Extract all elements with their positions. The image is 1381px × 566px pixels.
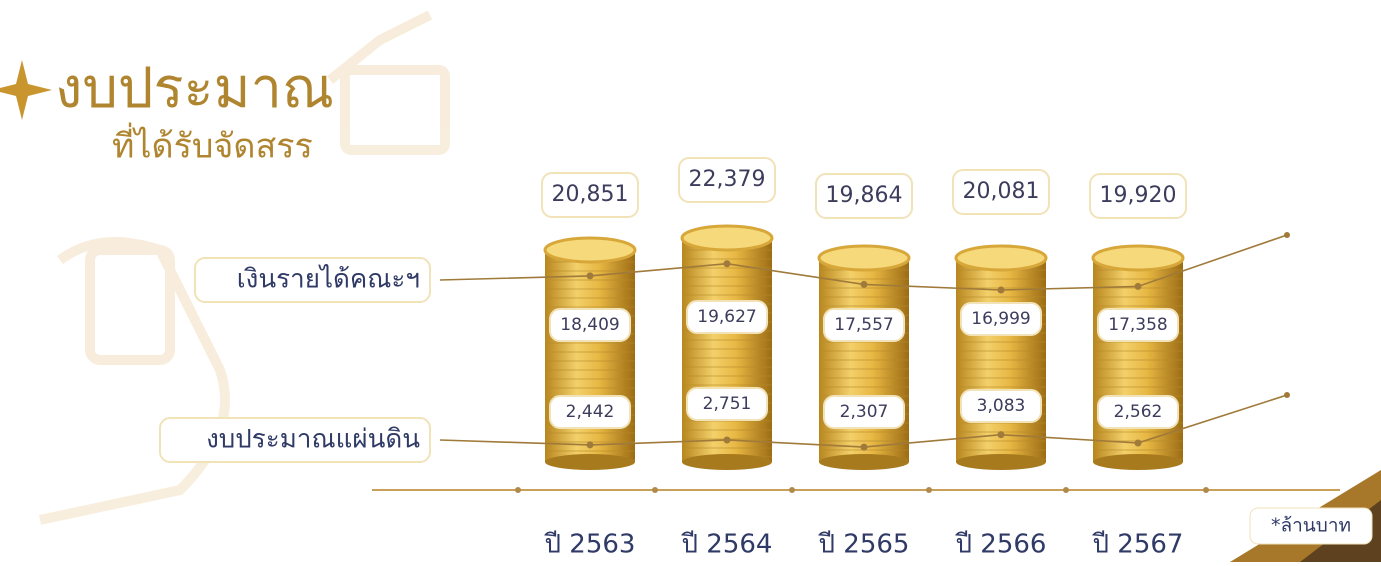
value-label-box bbox=[960, 389, 1042, 423]
value-label: 19,627 bbox=[697, 307, 756, 327]
legend-label: เงินรายได้คณะฯ bbox=[237, 264, 420, 295]
x-tick-label: ปี 2567 bbox=[1091, 530, 1183, 560]
x-tick-label: ปี 2565 bbox=[817, 530, 909, 560]
value-label-box bbox=[823, 308, 905, 342]
timeline-tick bbox=[789, 487, 795, 493]
value-label: 17,557 bbox=[834, 315, 893, 335]
point bbox=[997, 286, 1005, 294]
value-label-box bbox=[549, 395, 631, 429]
point bbox=[1134, 282, 1142, 290]
series-arrow bbox=[1137, 234, 1288, 288]
timeline-tick bbox=[1063, 487, 1069, 493]
total-label-box bbox=[952, 169, 1050, 215]
coin-top bbox=[817, 244, 911, 272]
x-tick-label: ปี 2564 bbox=[680, 530, 772, 560]
coin-bottom bbox=[956, 454, 1046, 470]
total-label: 22,379 bbox=[689, 167, 766, 192]
coin-bottom bbox=[819, 454, 909, 470]
point bbox=[723, 436, 731, 444]
timeline-tick bbox=[926, 487, 932, 493]
total-label-box bbox=[1089, 173, 1187, 219]
value-label-box bbox=[686, 300, 768, 334]
value-label: 18,409 bbox=[560, 315, 619, 335]
coin-top bbox=[954, 244, 1048, 272]
point bbox=[1134, 439, 1142, 447]
note-box bbox=[1249, 507, 1373, 545]
legend-label: งบประมาณแผ่นดิน bbox=[206, 425, 420, 455]
timeline-tick bbox=[652, 487, 658, 493]
value-label-box bbox=[1097, 308, 1179, 342]
note: *ล้านบาท bbox=[1271, 515, 1351, 537]
total-label-box bbox=[815, 173, 913, 219]
coin-top bbox=[543, 236, 637, 264]
total-label: 20,851 bbox=[552, 182, 629, 207]
total-label: 19,920 bbox=[1100, 183, 1177, 208]
series-line bbox=[439, 262, 1139, 291]
value-label: 2,751 bbox=[703, 394, 752, 414]
total-label-box bbox=[541, 172, 639, 218]
value-label: 2,307 bbox=[840, 402, 889, 422]
series-line bbox=[439, 433, 1139, 448]
arrow-head bbox=[1284, 392, 1290, 398]
title: งบประมาณ bbox=[55, 56, 334, 121]
total-label: 19,864 bbox=[826, 183, 903, 208]
coin-top bbox=[680, 224, 774, 252]
coin-bottom bbox=[1093, 454, 1183, 470]
value-label-box bbox=[960, 302, 1042, 336]
value-label-box bbox=[686, 387, 768, 421]
value-label-box bbox=[549, 308, 631, 342]
sparkle bbox=[0, 60, 52, 120]
total-label: 20,081 bbox=[963, 179, 1040, 204]
point bbox=[997, 431, 1005, 439]
point bbox=[860, 443, 868, 451]
timeline-tick bbox=[1203, 487, 1209, 493]
arrow-head bbox=[1284, 232, 1290, 238]
total-label-box bbox=[678, 157, 776, 203]
legend-box bbox=[194, 257, 431, 303]
x-tick-label: ปี 2563 bbox=[543, 530, 635, 560]
timeline-tick bbox=[515, 487, 521, 493]
coin-bottom bbox=[545, 454, 635, 470]
coin-top bbox=[1091, 244, 1185, 272]
point bbox=[860, 280, 868, 288]
legend-box bbox=[159, 417, 431, 463]
x-tick-label: ปี 2566 bbox=[954, 530, 1046, 560]
coin-stack bbox=[545, 250, 635, 462]
value-label: 17,358 bbox=[1108, 315, 1167, 335]
value-label: 2,562 bbox=[1114, 402, 1163, 422]
value-label-box bbox=[1097, 395, 1179, 429]
value-label: 3,083 bbox=[977, 396, 1026, 416]
subtitle: ที่ได้รับจัดสรร bbox=[112, 123, 313, 167]
coin-bottom bbox=[682, 454, 772, 470]
series-arrow bbox=[1137, 394, 1288, 444]
point bbox=[586, 272, 594, 280]
point bbox=[723, 260, 731, 268]
coin-stack bbox=[682, 238, 772, 462]
value-label-box bbox=[823, 395, 905, 429]
point bbox=[586, 441, 594, 449]
value-label: 16,999 bbox=[971, 309, 1030, 329]
value-label: 2,442 bbox=[566, 402, 615, 422]
